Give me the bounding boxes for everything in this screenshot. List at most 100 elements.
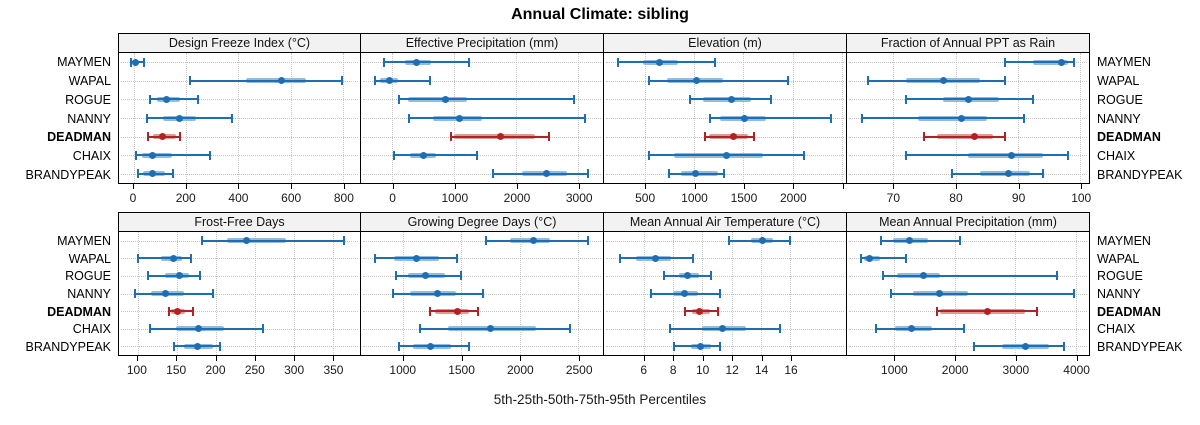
row-label: NANNY: [1097, 287, 1141, 302]
percentile-cap: [905, 253, 908, 263]
percentile-line-5-95: [876, 327, 965, 330]
row-label: MAYMEN: [57, 55, 111, 70]
row-label: DEADMAN: [1097, 304, 1161, 319]
percentile-line-5-95: [868, 79, 1006, 82]
median-dot: [697, 342, 705, 350]
percentile-cap: [829, 113, 832, 123]
site-row: [361, 53, 603, 72]
median-dot: [939, 77, 947, 85]
percentile-line-5-95: [493, 172, 588, 175]
median-dot: [176, 272, 184, 280]
site-row: [119, 320, 360, 338]
row-reference-line: [121, 155, 358, 157]
percentile-line-5-95: [202, 239, 345, 242]
axis-tick: [793, 184, 795, 189]
row-reference-line: [606, 240, 844, 242]
percentile-cap: [923, 132, 926, 142]
percentile-cap: [709, 113, 712, 123]
axis-tick-label: 2000: [779, 191, 807, 205]
percentile-cap: [769, 94, 772, 104]
median-dot: [695, 307, 703, 315]
gridline: [332, 232, 334, 355]
percentile-cap: [1066, 150, 1069, 160]
median-dot: [173, 307, 181, 315]
percentile-line-5-95: [710, 117, 831, 120]
chart-title: Annual Climate: sibling: [511, 6, 689, 23]
median-dot: [421, 272, 429, 280]
percentile-cap: [211, 289, 214, 299]
label-column: MAYMEN WAPAL ROGUE NANNY DEADMAN CHAIX BRANDYP…: [0, 232, 118, 356]
row-label: ROGUE: [65, 92, 111, 107]
median-dot: [692, 170, 700, 178]
median-dot: [497, 133, 505, 141]
axis-tick-label: 3000: [1002, 363, 1030, 377]
median-dot: [175, 114, 183, 122]
axis-tick-label: 200: [205, 363, 226, 377]
percentile-cap: [753, 132, 756, 142]
axis-tick-label: 350: [323, 363, 344, 377]
percentile-cap: [1041, 169, 1044, 179]
median-dot: [1022, 342, 1030, 350]
percentile-cap: [189, 253, 192, 263]
percentile-cap: [201, 236, 204, 246]
percentile-cap: [1055, 271, 1058, 281]
percentile-line-5-95: [429, 310, 478, 313]
site-row: [847, 127, 1089, 146]
axis-tick-label: 12: [725, 363, 739, 377]
axis-tick: [461, 356, 463, 361]
site-row: [847, 250, 1089, 268]
axis-tick: [1081, 184, 1083, 189]
row-reference-line: [121, 293, 358, 295]
axis-tick-label: 4000: [1063, 363, 1090, 377]
percentile-cap: [230, 113, 233, 123]
percentile-cap: [428, 306, 431, 316]
row-label: CHAIX: [72, 322, 111, 337]
percentile-cap: [880, 236, 883, 246]
percentile-line-5-95: [952, 172, 1043, 175]
median-dot: [159, 133, 167, 141]
row-label: DEADMAN: [47, 304, 111, 319]
axis-tick-label: 90: [1011, 191, 1026, 205]
site-row: [604, 285, 846, 303]
row-label: WAPAL: [68, 74, 111, 89]
row-reference-line: [121, 275, 358, 277]
row-labels-right: MAYMEN WAPAL ROGUE NANNY DEADMAN CHAIX BRANDYP…: [1090, 33, 1200, 210]
axis-tick: [702, 356, 704, 361]
axis-tick: [761, 356, 763, 361]
row-reference-line: [606, 346, 844, 348]
site-row: [604, 109, 846, 128]
axis-tick: [454, 184, 456, 189]
percentile-cap: [484, 236, 487, 246]
axis-tick-label: 200: [175, 191, 196, 205]
site-row: [604, 232, 846, 250]
row-label: BRANDYPEAK: [1097, 340, 1183, 355]
gridline: [293, 232, 295, 355]
row-reference-line: [849, 346, 1087, 348]
axis-tick: [743, 184, 745, 189]
row-reference-line: [363, 258, 601, 260]
percentile-cap: [779, 324, 781, 334]
percentile-cap: [1004, 76, 1007, 86]
site-row: [361, 109, 603, 128]
site-row: [847, 109, 1089, 128]
axis-tick: [645, 184, 647, 189]
axis-tick-label: 1000: [881, 363, 908, 377]
axis-tick-label: 400: [228, 191, 249, 205]
site-row: [604, 53, 846, 72]
median-dot: [278, 77, 286, 85]
panel-x-axis: 0 1000 2000 3000: [361, 184, 604, 210]
gridline: [215, 232, 217, 355]
percentile-cap: [673, 341, 676, 351]
site-row: [361, 164, 603, 183]
percentile-line-5-95: [147, 274, 201, 277]
row-reference-line: [363, 275, 601, 277]
row-label: NANNY: [67, 111, 111, 126]
panel: Elevation (m) 500 1000 1500 2000: [604, 33, 847, 210]
row-reference-line: [121, 62, 358, 64]
axis-caption: 5th-25th-50th-75th-95th Percentiles: [493, 392, 707, 407]
row-label: NANNY: [67, 287, 111, 302]
median-dot: [195, 325, 203, 333]
panel: Mean Annual Precipitation (mm) 1000 2000 30…: [847, 212, 1090, 382]
row-label: WAPAL: [1097, 74, 1140, 89]
percentile-cap: [704, 132, 707, 142]
